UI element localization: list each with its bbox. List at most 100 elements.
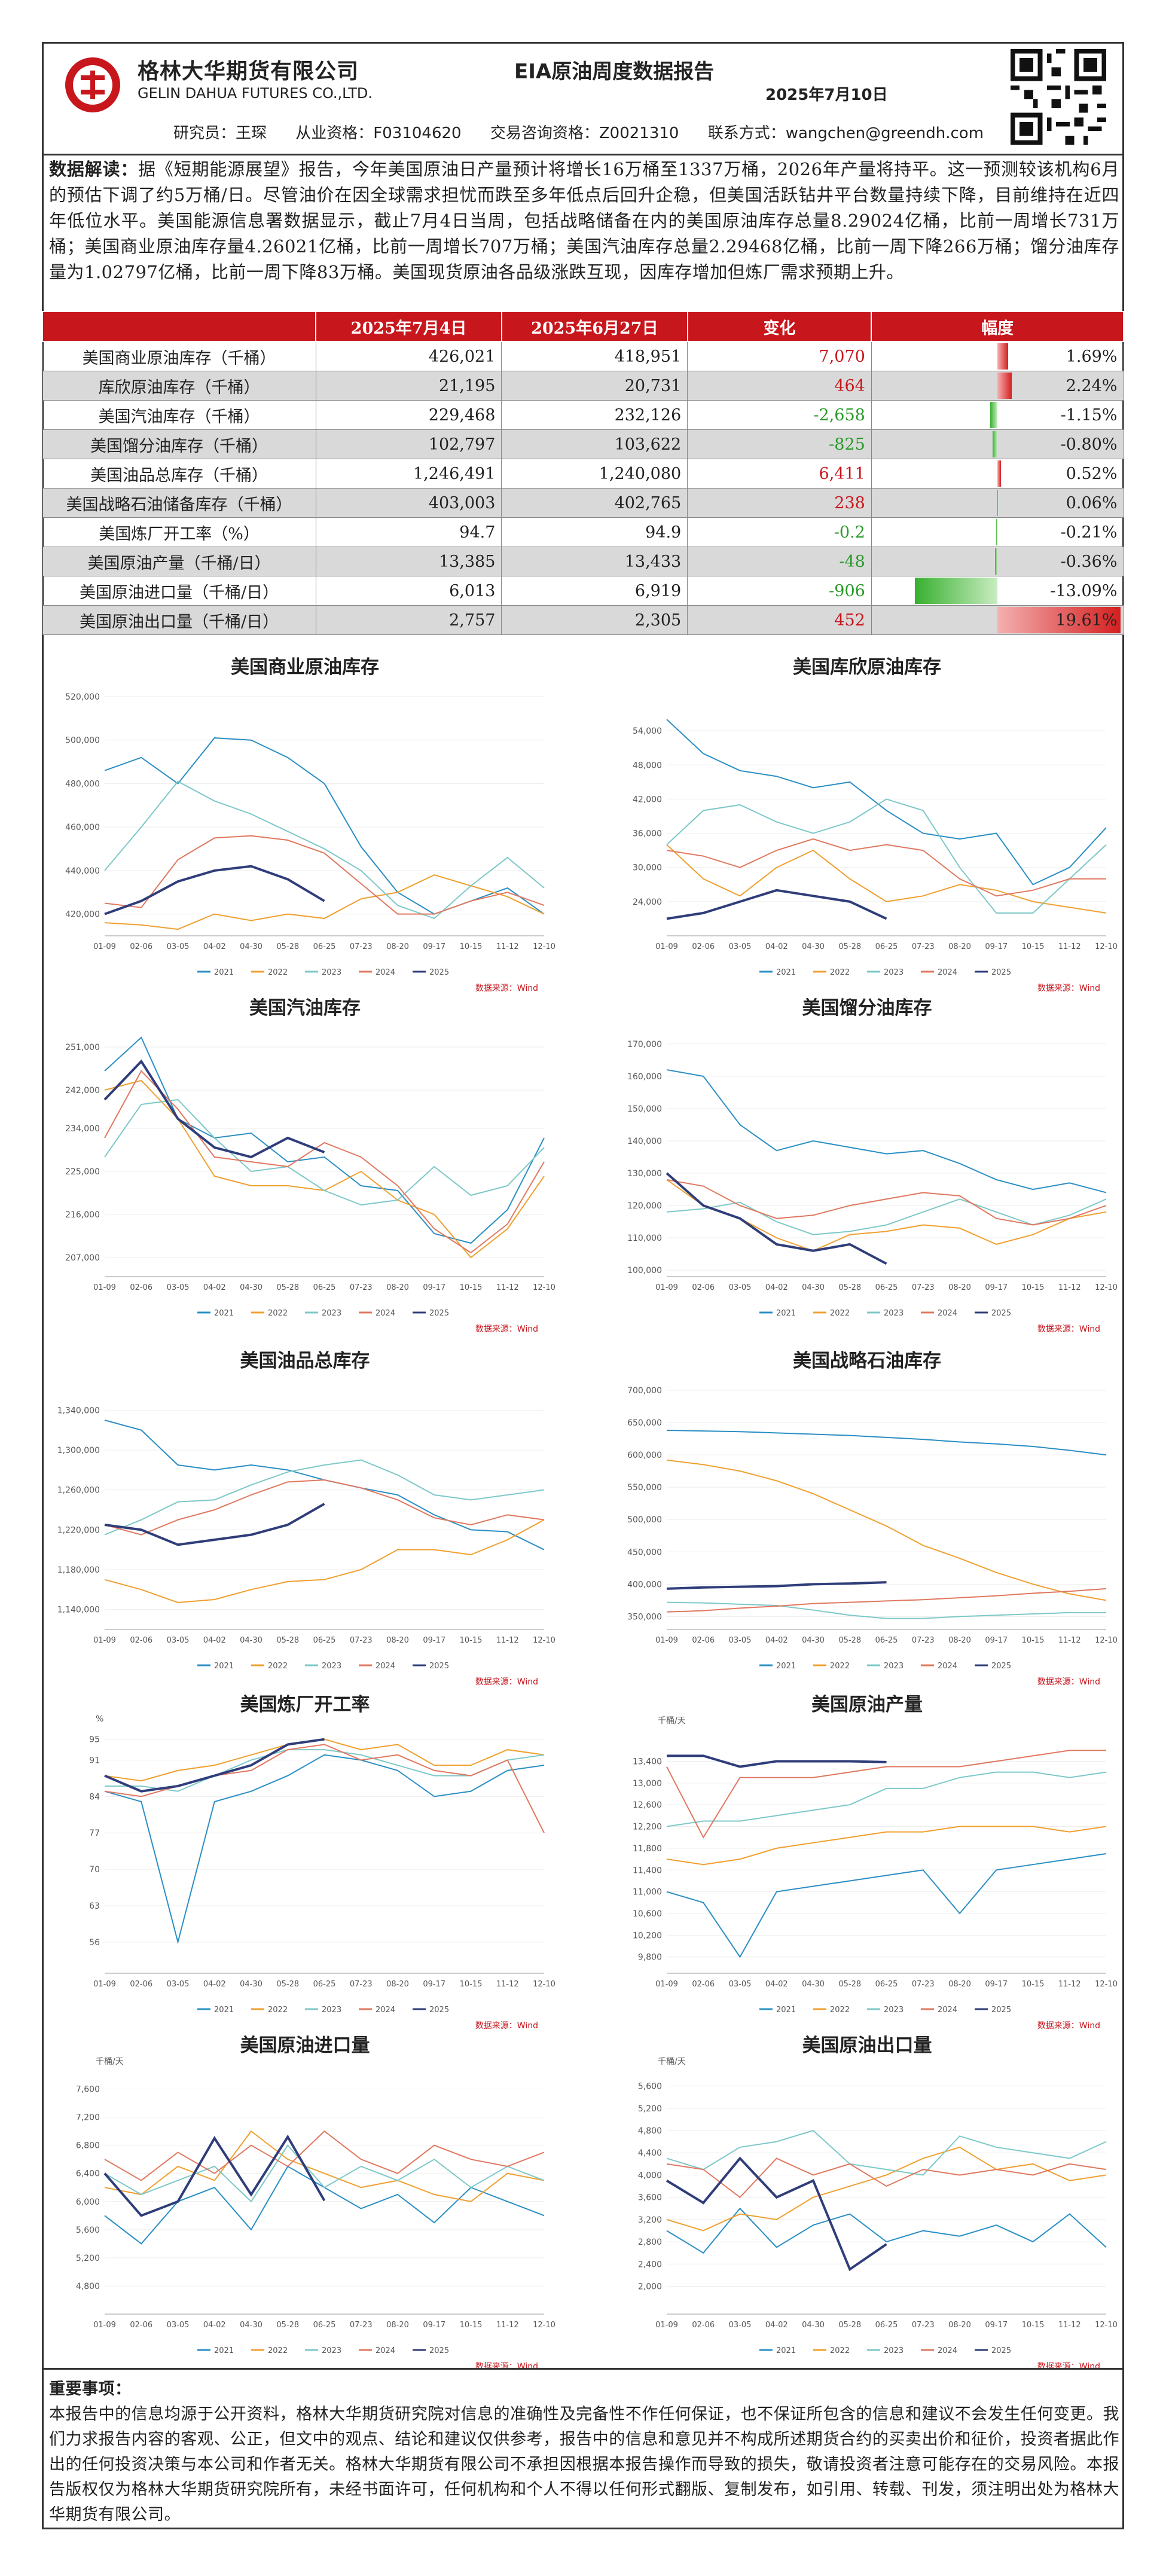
y-tick-label: 4,000 [638, 2171, 662, 2180]
interpretation-label: 数据解读： [49, 159, 139, 179]
contact: 联系方式：wangchen@greendh.com [707, 124, 984, 142]
x-tick-label: 05-28 [276, 2321, 299, 2330]
y-tick-label: 130,000 [627, 1169, 662, 1179]
x-tick-label: 08-20 [948, 2321, 971, 2330]
y-tick-label: 11,800 [633, 1844, 662, 1854]
legend-label: 2023 [322, 968, 341, 977]
y-tick-label: 2,400 [638, 2260, 662, 2269]
row-percent: -1.15% [871, 400, 1124, 430]
percent-text: 0.52% [1066, 464, 1118, 483]
x-tick-label: 09-17 [985, 942, 1008, 951]
row-percent: -13.09% [871, 576, 1124, 606]
series-line-2021 [666, 1069, 1107, 1194]
chart-plot: 251,000 242,000 234,000 225,000 216,000 207,0… [65, 1036, 555, 1318]
col-header-current: 2025年7月4日 [315, 311, 502, 342]
chart-unit: % [96, 1714, 104, 1724]
legend-label: 2024 [938, 1662, 957, 1671]
y-tick-label: 170,000 [627, 1040, 662, 1049]
chart-plot: 13,400 13,000 12,600 12,200 11,800 11,400 11,0… [633, 1750, 1118, 2015]
col-header-label [41, 311, 317, 342]
y-tick-label: 500,000 [65, 736, 100, 746]
y-tick-label: 24,000 [633, 898, 662, 907]
x-tick-label: 07-23 [912, 2321, 935, 2330]
series-line-2024 [666, 838, 1106, 897]
x-tick-label: 12-10 [533, 1980, 555, 1989]
series-line-2021 [666, 2207, 1107, 2254]
chart-c9: 美国原油进口量 千桶/天 7,600 7,200 6,800 6,400 6,000 5,60… [48, 2030, 562, 2371]
percent-text: 2.24% [1066, 376, 1118, 395]
percent-text: 0.06% [1066, 493, 1118, 512]
legend-label: 2024 [376, 2006, 395, 2015]
chart-plot: 700,000 650,000 600,000 550,000 500,000 450,0… [627, 1386, 1118, 1671]
chart-title: 美国馏分油库存 [802, 997, 932, 1019]
x-tick-label: 05-28 [838, 1283, 861, 1292]
row-current: 13,385 [315, 547, 502, 576]
series-line-2025 [667, 1754, 887, 1768]
row-current: 2,757 [315, 605, 502, 635]
y-tick-label: 7,600 [76, 2085, 100, 2095]
x-tick-label: 04-30 [240, 2321, 262, 2330]
x-tick-label: 09-17 [423, 2321, 445, 2330]
table-row: 美国炼厂开工率（%） 94.7 94.9 -0.2 -0.21% [42, 517, 1124, 547]
series-line-2021 [666, 1430, 1107, 1456]
legend-label: 2022 [830, 968, 850, 977]
series-line-2023 [104, 2144, 545, 2203]
x-tick-label: 10-15 [460, 1980, 483, 1989]
legend-label: 2024 [938, 2006, 957, 2015]
row-label: 库欣原油库存（千桶） [42, 371, 316, 401]
legend-label: 2021 [776, 1662, 796, 1671]
y-tick-label: 63 [89, 1902, 100, 1911]
y-tick-label: 13,400 [633, 1757, 662, 1766]
legend-label: 2021 [776, 968, 796, 977]
interpretation-text: 据《短期能源展望》报告，今年美国原油日产量预计将增长16万桶至1337万桶，20… [49, 159, 1119, 282]
row-previous: 94.9 [501, 517, 688, 547]
y-tick-label: 91 [89, 1756, 100, 1765]
series-line-2022 [104, 2130, 545, 2202]
y-tick-label: 30,000 [633, 863, 662, 873]
legend-label: 2021 [776, 1309, 796, 1318]
x-tick-label: 08-20 [386, 1283, 409, 1292]
legend-label: 2023 [322, 2006, 341, 2015]
y-tick-label: 110,000 [627, 1234, 662, 1243]
series-line-2023 [104, 1459, 545, 1536]
report-title: EIA原油周度数据报告 [514, 60, 715, 84]
chart-plot: 520,000 500,000 480,000 460,000 440,000 420,0… [65, 692, 555, 977]
y-tick-label: 54,000 [633, 727, 662, 736]
x-tick-label: 05-28 [838, 942, 861, 951]
chart-title: 美国汽油库存 [249, 997, 361, 1019]
legend-label: 2021 [214, 2006, 234, 2015]
chart-source: 数据来源：Wind [1037, 1677, 1100, 1687]
chart-plot: 5,600 5,200 4,800 4,400 4,000 3,600 3,200 2,800… [638, 2082, 1118, 2355]
x-tick-label: 11-12 [496, 942, 519, 951]
y-tick-label: 95 [89, 1735, 100, 1745]
disclaimer: 重要事项： 本报告中的信息均源于公开资料，格林大华期货研究院对信息的准确性及完备… [49, 2377, 1119, 2528]
x-tick-label: 03-05 [729, 1980, 752, 1989]
series-line-2022 [104, 874, 545, 930]
chart-title: 美国原油进口量 [240, 2035, 370, 2056]
row-previous: 103,622 [501, 429, 688, 459]
x-tick-label: 01-09 [93, 942, 116, 951]
legend-label: 2024 [376, 2346, 395, 2355]
x-tick-label: 06-25 [313, 2321, 336, 2330]
x-tick-label: 07-23 [350, 1980, 373, 1989]
x-tick-label: 04-02 [765, 1283, 788, 1292]
percent-bar [995, 548, 998, 575]
x-tick-label: 03-05 [729, 1636, 752, 1645]
y-tick-label: 1,220,000 [57, 1525, 100, 1535]
row-change: -48 [687, 547, 872, 576]
x-tick-label: 12-10 [1095, 942, 1118, 951]
x-tick-label: 09-17 [423, 1980, 445, 1989]
row-current: 21,195 [315, 371, 502, 401]
chart-plot: 95 91 84 77 70 63 56 01-09 02-06 03-05 04-02 04-30 0… [89, 1735, 555, 2015]
legend-label: 2022 [268, 1309, 288, 1318]
y-tick-label: 520,000 [65, 692, 100, 702]
table-row: 美国商业原油库存（千桶） 426,021 418,951 7,070 1.69% [42, 341, 1124, 371]
y-tick-label: 1,260,000 [57, 1486, 100, 1495]
legend-label: 2024 [938, 1309, 957, 1318]
y-tick-label: 650,000 [627, 1418, 662, 1428]
x-tick-label: 10-15 [460, 1636, 483, 1645]
x-tick-label: 12-10 [1095, 1636, 1118, 1645]
x-tick-label: 03-05 [729, 2321, 752, 2330]
series-line-2024 [666, 2157, 1107, 2198]
x-tick-label: 01-09 [93, 1980, 116, 1989]
